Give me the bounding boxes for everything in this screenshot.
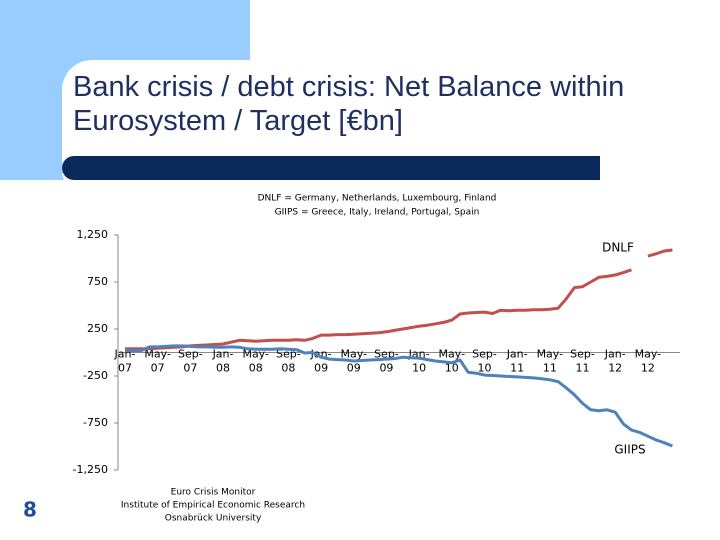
x-tick-label: Sep-10 (472, 348, 497, 375)
decor-bar (80, 156, 600, 180)
x-tick-label: May-10 (439, 348, 466, 375)
x-tick-label: May-08 (242, 348, 269, 375)
y-tick-label: 250 (87, 322, 108, 335)
x-tick-label: May-12 (635, 348, 662, 375)
y-tick-label: -250 (83, 369, 108, 382)
y-tick-label: -750 (83, 416, 108, 429)
y-tick-label: -1,250 (73, 463, 108, 476)
x-tick-label: Sep-08 (276, 348, 301, 375)
slide-number: 8 (23, 498, 37, 522)
chart-note: DNLF = Germany, Netherlands, Luxembourg,… (258, 194, 497, 204)
source-note: Institute of Empirical Economic Research (121, 501, 305, 511)
x-tick-label: May-07 (144, 348, 171, 375)
y-tick-label: 750 (87, 275, 108, 288)
series-line (125, 248, 673, 351)
x-tick-label: Sep-07 (178, 348, 203, 375)
series-line (125, 344, 673, 448)
x-tick-label: May-11 (537, 348, 564, 375)
series-annotation: DNLF (602, 241, 634, 255)
x-tick-label: Sep-11 (570, 348, 595, 375)
source-note: Euro Crisis Monitor (171, 488, 256, 498)
x-tick-label: Jan-11 (506, 348, 528, 375)
x-tick-label: Jan-08 (212, 348, 234, 375)
chart-note: GIIPS = Greece, Italy, Ireland, Portugal… (275, 208, 480, 218)
series-annotation: GIIPS (614, 443, 645, 457)
source-note: Osnabrück University (165, 514, 262, 524)
x-tick-label: Jan-10 (408, 348, 430, 375)
x-tick-label: May-09 (340, 348, 367, 375)
y-tick-label: 1,250 (77, 228, 109, 241)
slide-title: Bank crisis / debt crisis: Net Balance w… (73, 71, 625, 137)
x-tick-label: Jan-12 (604, 348, 626, 375)
